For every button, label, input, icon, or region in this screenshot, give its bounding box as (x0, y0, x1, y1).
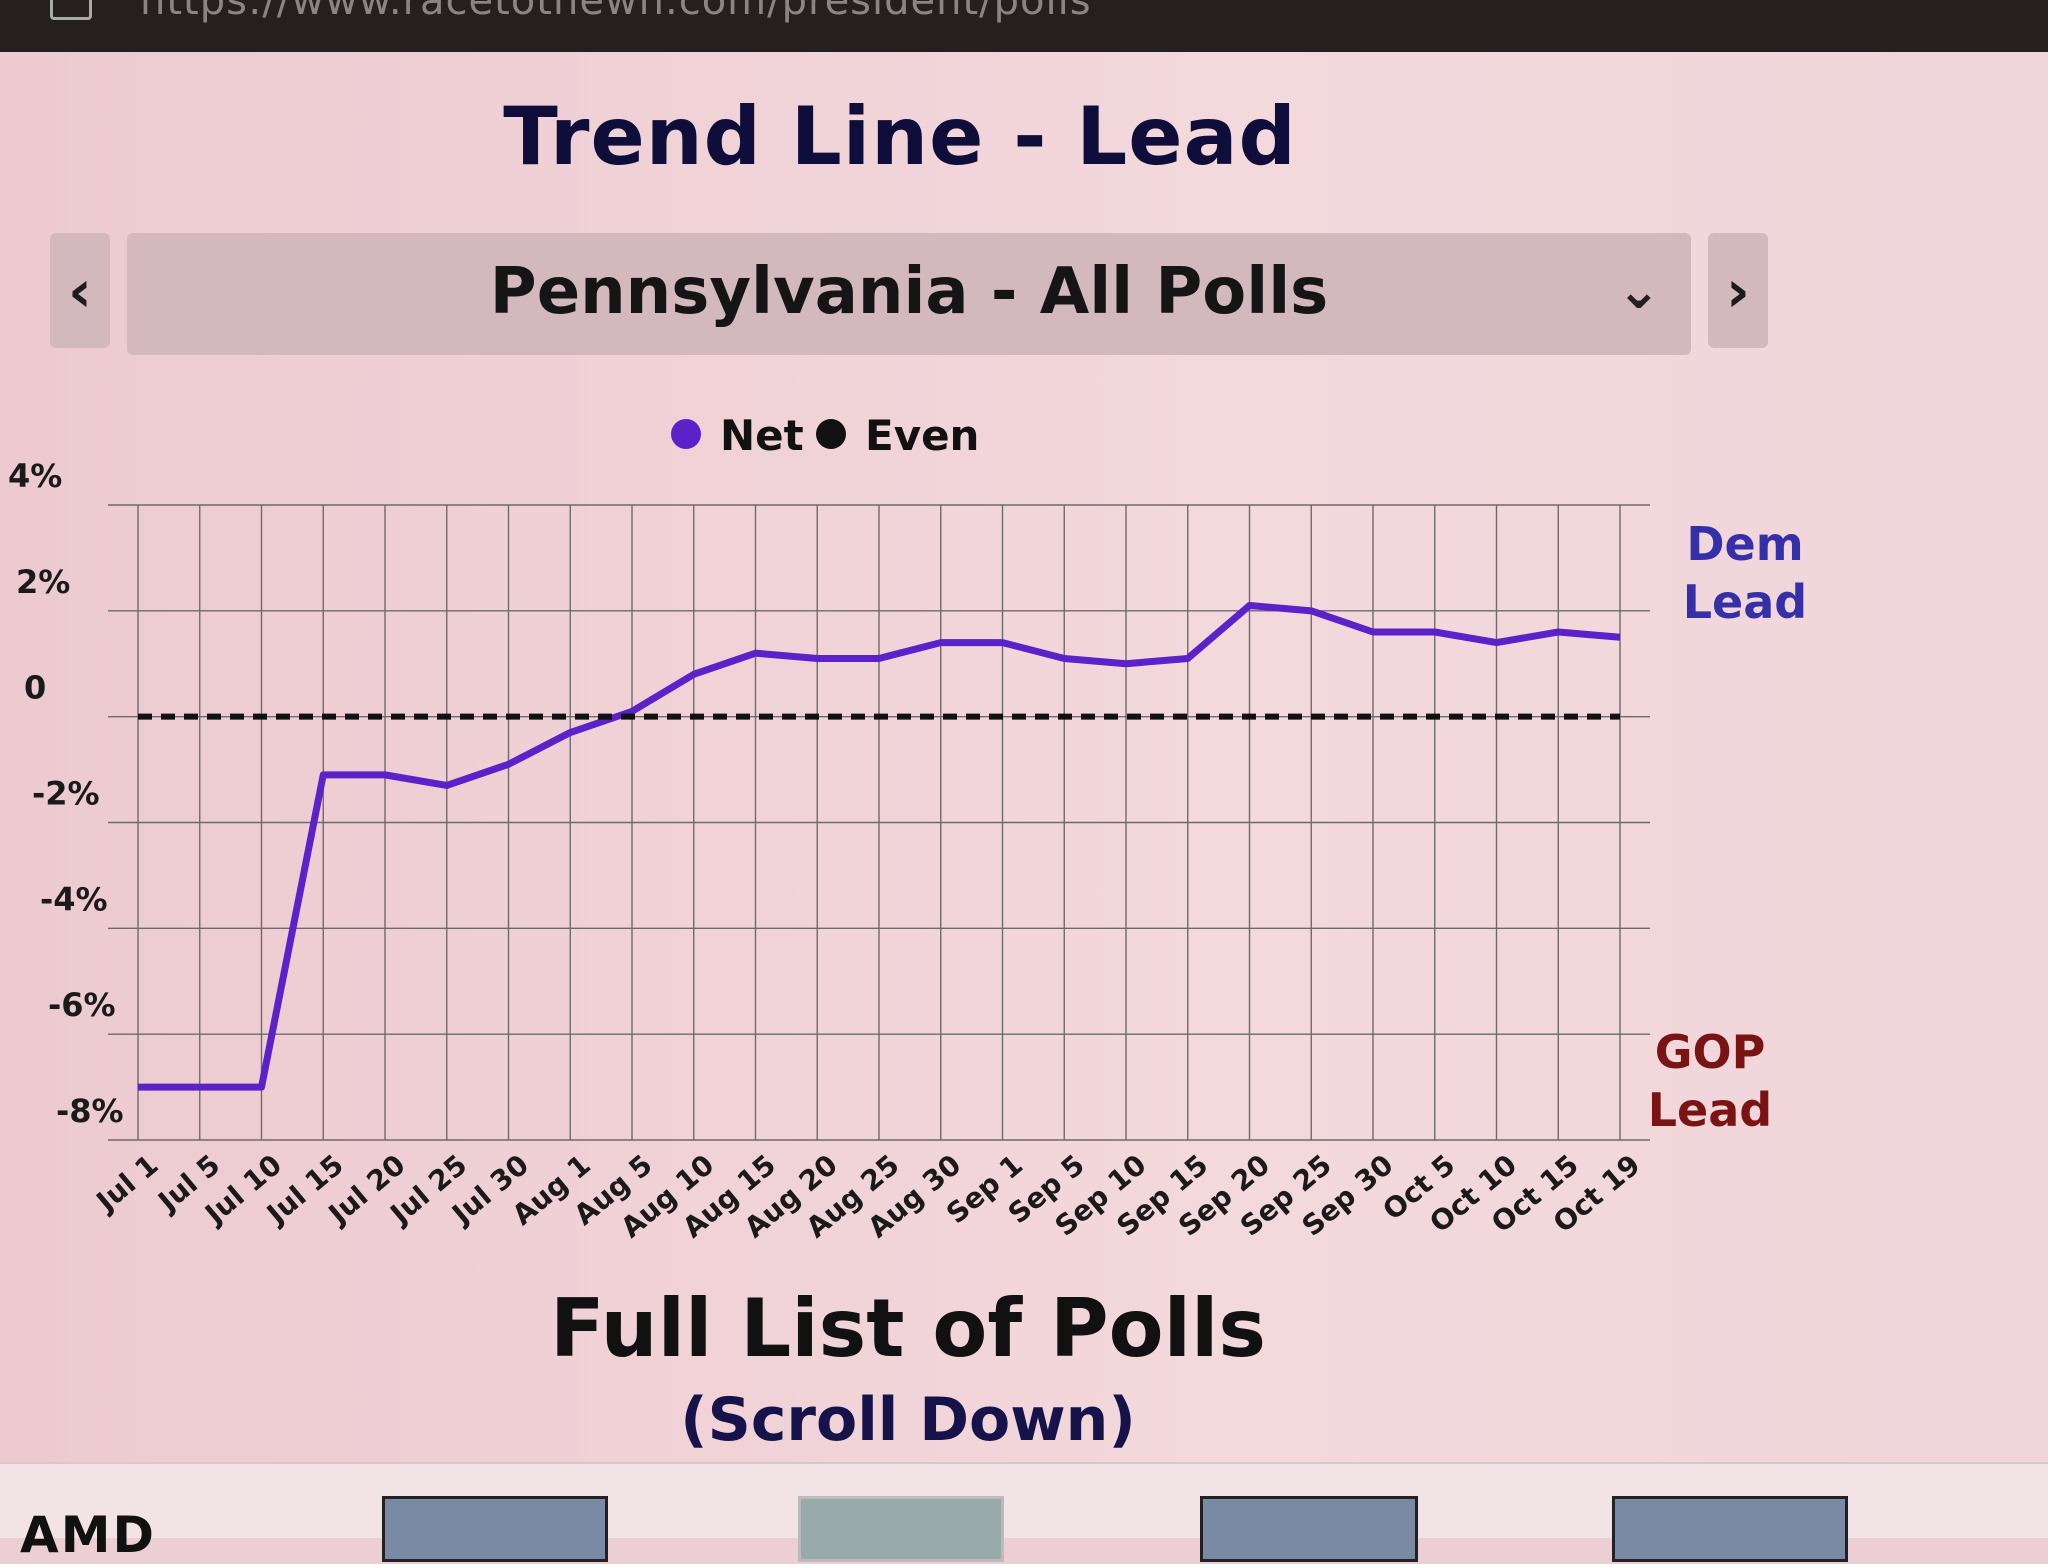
taskbar: AMD (0, 1462, 2048, 1538)
legend-marker-even (816, 419, 846, 449)
x-tick-label: Jul 1 (89, 1148, 165, 1219)
y-axis-ticks: 4% 2% 0 -2% -4% -6% -8% (8, 457, 124, 1130)
chart-grid (108, 505, 1650, 1140)
taskbar-thumb[interactable] (1612, 1496, 1848, 1562)
scroll-down-hint[interactable]: (Scroll Down) (0, 1385, 1816, 1455)
dem-lead-label: Lead (1683, 575, 1807, 629)
y-tick-label: 2% (16, 563, 70, 601)
y-tick-label: 0 (24, 669, 46, 707)
y-tick-label: -8% (56, 1092, 124, 1130)
gop-lead-label: GOP (1655, 1025, 1766, 1079)
y-tick-label: 4% (8, 457, 62, 495)
taskbar-thumb[interactable] (382, 1496, 608, 1562)
chart-legend: Net Even (671, 411, 979, 460)
y-tick-label: -6% (48, 986, 116, 1024)
taskbar-thumb[interactable] (1200, 1496, 1418, 1562)
gop-lead-label: Lead (1648, 1083, 1772, 1137)
amd-logo: AMD (20, 1506, 156, 1564)
legend-label-even: Even (865, 411, 979, 460)
legend-marker-net (671, 419, 701, 449)
legend-label-net: Net (720, 411, 804, 460)
dem-lead-label: Dem (1686, 517, 1803, 571)
y-tick-label: -2% (32, 775, 100, 813)
polls-list-heading: Full List of Polls (0, 1282, 1816, 1375)
y-tick-label: -4% (40, 880, 108, 918)
taskbar-thumb[interactable] (798, 1496, 1004, 1562)
